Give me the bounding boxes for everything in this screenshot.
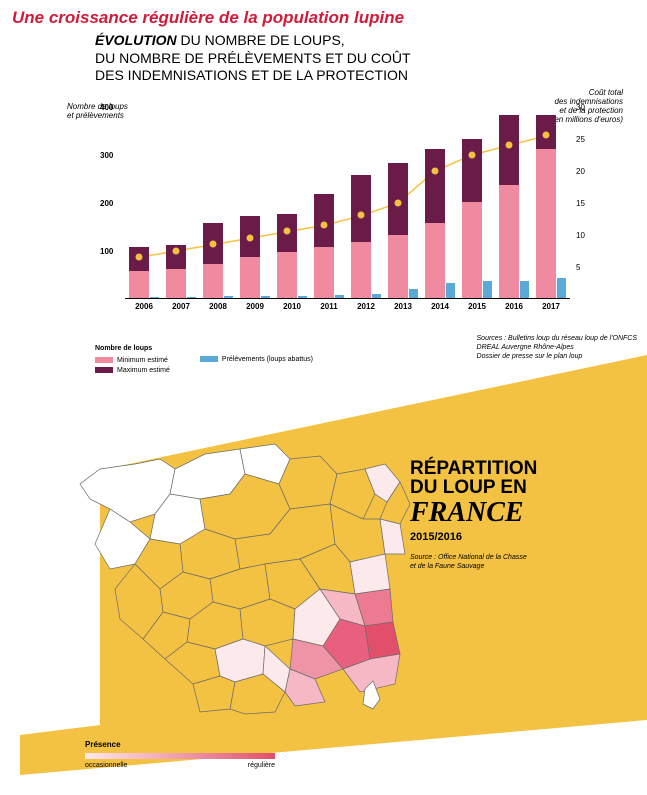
chart-sources: Sources : Bulletins loup du réseau loup … bbox=[477, 335, 637, 361]
presence-high: régulière bbox=[248, 762, 275, 769]
legend-min: Minimum estimé bbox=[95, 357, 170, 364]
legend-max: Maximum estimé bbox=[95, 367, 170, 374]
legend-prelev-col: Prélèvements (loups abattus) bbox=[200, 356, 313, 374]
swatch-max bbox=[95, 367, 113, 373]
presence-low: occasionnelle bbox=[85, 762, 127, 769]
map-title-line1: RÉPARTITION bbox=[410, 459, 537, 479]
chart-title: ÉVOLUTION DU NOMBRE DE LOUPS, DU NOMBRE … bbox=[95, 32, 625, 85]
map-source: Source : Office National de la Chasse et… bbox=[410, 553, 537, 571]
map-section: RÉPARTITION DU LOUP EN FRANCE 2015/2016 … bbox=[0, 414, 647, 774]
chart-wrap: 100200300400 51015202530 200620072008200… bbox=[95, 107, 625, 327]
legend-wolves: Nombre de loups Minimum estimé Maximum e… bbox=[95, 345, 170, 374]
map-title-line2: DU LOUP EN bbox=[410, 478, 537, 498]
chart-plot-area bbox=[125, 107, 570, 299]
legend-wolves-title: Nombre de loups bbox=[95, 345, 170, 352]
chart-title-bold: ÉVOLUTION bbox=[95, 32, 177, 48]
legend-prelev: Prélèvements (loups abattus) bbox=[200, 356, 313, 363]
legend-min-label: Minimum estimé bbox=[117, 357, 168, 364]
chart-title-rest1: DU NOMBRE DE LOUPS, bbox=[177, 32, 345, 48]
presence-gradient-labels: occasionnelle régulière bbox=[85, 762, 275, 769]
map-title: RÉPARTITION DU LOUP EN FRANCE 2015/2016 … bbox=[410, 459, 537, 572]
page-title: Une croissance régulière de la populatio… bbox=[0, 0, 647, 32]
map-title-france: FRANCE bbox=[410, 498, 537, 527]
france-map bbox=[65, 414, 415, 724]
chart-section: ÉVOLUTION DU NOMBRE DE LOUPS, DU NOMBRE … bbox=[95, 32, 625, 374]
legend-prelev-label: Prélèvements (loups abattus) bbox=[222, 356, 313, 363]
presence-gradient bbox=[85, 753, 275, 759]
presence-title: Présence bbox=[85, 740, 275, 749]
legend-max-label: Maximum estimé bbox=[117, 367, 170, 374]
map-year: 2015/2016 bbox=[410, 532, 537, 544]
chart-title-line3: DES INDEMNISATIONS ET DE LA PROTECTION bbox=[95, 67, 408, 83]
presence-legend: Présence occasionnelle régulière bbox=[85, 740, 275, 769]
chart-title-line2: DU NOMBRE DE PRÉLÈVEMENTS ET DU COÛT bbox=[95, 50, 411, 66]
swatch-prelev bbox=[200, 356, 218, 362]
swatch-min bbox=[95, 357, 113, 363]
